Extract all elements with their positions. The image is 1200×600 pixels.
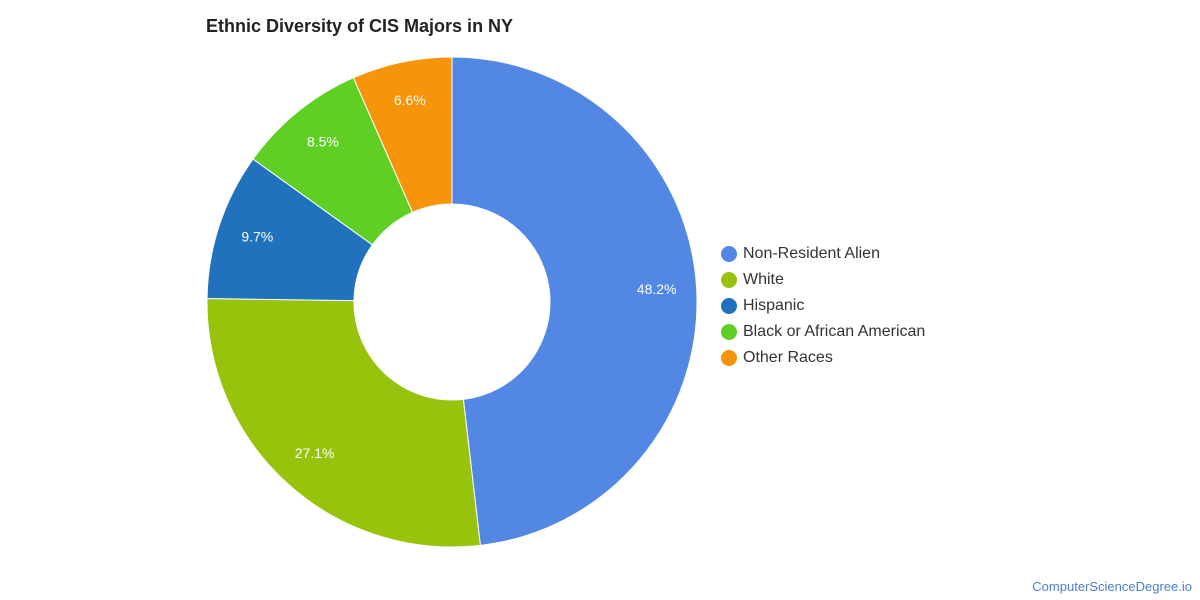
legend-item-white[interactable]: White: [721, 267, 925, 293]
legend-label: Hispanic: [743, 297, 805, 314]
legend-label: White: [743, 271, 784, 288]
slice-non-resident-alien[interactable]: [451, 56, 698, 546]
legend-item-hispanic[interactable]: Hispanic: [721, 293, 925, 319]
legend-label: Black or African American: [743, 323, 926, 340]
source-credit-link[interactable]: ComputerScienceDegree.io: [1032, 579, 1192, 594]
legend-item-non-resident-alien[interactable]: Non-Resident Alien: [721, 241, 925, 267]
legend-swatch-icon: [721, 298, 737, 314]
legend-label: Other Races: [743, 349, 833, 366]
legend-swatch-icon: [721, 324, 737, 340]
slice-white[interactable]: [206, 298, 481, 548]
legend-swatch-icon: [721, 272, 737, 288]
legend-swatch-icon: [721, 350, 737, 366]
donut-slices: [206, 56, 698, 548]
legend-item-other-races[interactable]: Other Races: [721, 345, 925, 371]
donut-slice-labels: 48.2% 27.1% 9.7% 8.5% 6.6%: [241, 92, 676, 461]
slice-label-hispanic: 9.7%: [241, 228, 273, 244]
legend-item-black-or-african-american[interactable]: Black or African American: [721, 319, 925, 345]
slice-label-other-races: 6.6%: [394, 92, 426, 108]
slice-other-races[interactable]: [352, 56, 453, 213]
chart-title: Ethnic Diversity of CIS Majors in NY: [206, 16, 514, 36]
slice-label-black-or-african-american: 8.5%: [307, 133, 339, 149]
slice-label-non-resident-alien: 48.2%: [637, 281, 677, 297]
chart-legend: Non-Resident Alien White Hispanic Black or …: [721, 241, 925, 371]
legend-label: Non-Resident Alien: [743, 245, 880, 262]
slice-label-white: 27.1%: [295, 445, 335, 461]
legend-swatch-icon: [721, 246, 737, 262]
